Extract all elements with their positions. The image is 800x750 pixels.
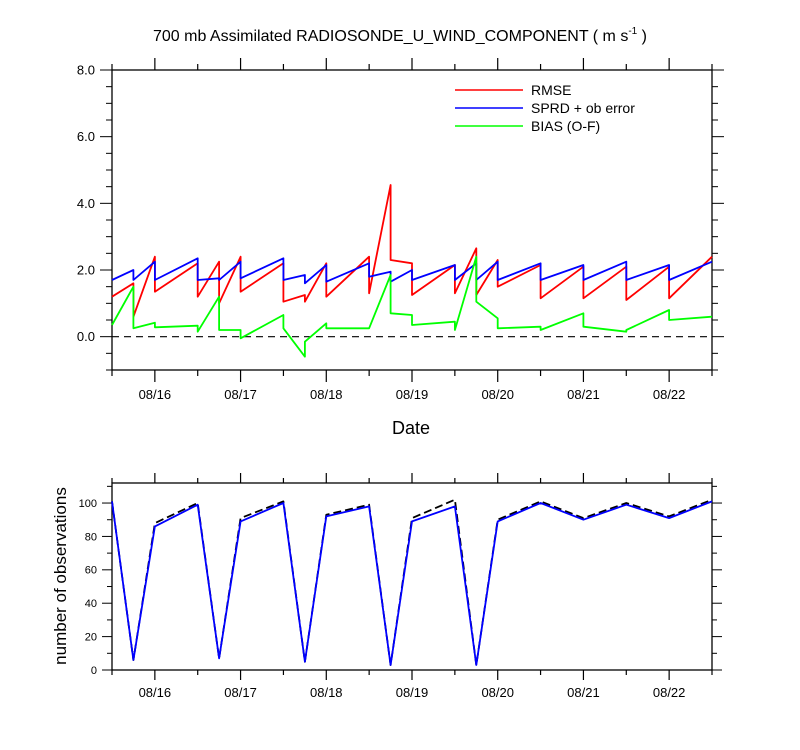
x-tick-label: 08/21 (567, 387, 600, 402)
y-tick-label: 40 (85, 598, 97, 610)
x-tick-label: 08/19 (396, 685, 429, 700)
x-tick-label: 08/22 (653, 685, 686, 700)
y-axis-label: number of observations (51, 487, 70, 665)
chart-title: 700 mb Assimilated RADIOSONDE_U_WIND_COM… (153, 26, 647, 45)
y-tick-label: 0.0 (77, 329, 95, 344)
bottom-series (111, 498, 713, 666)
legend-rmse-label: RMSE (531, 82, 571, 98)
x-tick-label: 08/18 (310, 387, 343, 402)
y-tick-label: 0 (91, 665, 97, 677)
x-tick-label: 08/22 (653, 387, 686, 402)
series-line-bias-o-f (111, 255, 713, 358)
x-tick-label: 08/20 (481, 387, 514, 402)
x-tick-label: 08/19 (396, 387, 429, 402)
x-axis-label: Date (392, 418, 430, 438)
y-tick-label: 100 (79, 498, 97, 510)
y-tick-label: 2.0 (77, 263, 95, 278)
x-tick-label: 08/17 (224, 685, 257, 700)
top-series (111, 184, 713, 358)
x-tick-label: 08/18 (310, 685, 343, 700)
x-tick-label: 08/21 (567, 685, 600, 700)
x-tick-label: 08/17 (224, 387, 257, 402)
legend-sprd-label: SPRD + ob error (531, 100, 635, 116)
series-line-sprd-ob-error (111, 257, 713, 285)
y-tick-label: 8.0 (77, 63, 95, 78)
y-tick-label: 6.0 (77, 129, 95, 144)
series-line-rmse (111, 184, 713, 318)
legend-bias-label: BIAS (O-F) (531, 118, 600, 134)
y-tick-label: 80 (85, 531, 97, 543)
legend: RMSE SPRD + ob error BIAS (O-F) (455, 82, 635, 134)
series-line-assimilated (111, 500, 713, 666)
top-axes: 0.0 2.0 4.0 6.0 8.0 08/16 08/17 08/18 08/19 08/20… (77, 58, 724, 402)
y-tick-label: 60 (85, 565, 97, 577)
plot-frame (111, 482, 713, 671)
x-tick-label: 08/16 (139, 387, 172, 402)
x-tick-label: 08/20 (481, 685, 514, 700)
y-tick-label: 20 (85, 631, 97, 643)
y-tick-label: 4.0 (77, 196, 95, 211)
bottom-axes: 0 20 40 60 80 100 08/16 08/17 08/18 08/19 08/20 08/… (79, 473, 722, 700)
x-tick-label: 08/16 (139, 685, 172, 700)
